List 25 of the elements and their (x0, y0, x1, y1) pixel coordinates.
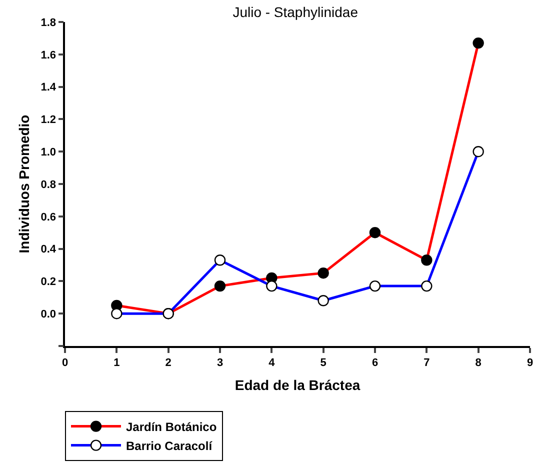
y-tick-label: 0.2 (40, 276, 56, 288)
x-tick-label: 9 (526, 356, 534, 369)
y-tick-label: 0.0 (40, 308, 56, 320)
x-tick-label: 8 (475, 356, 482, 369)
legend-label: Barrio Caracolí (126, 438, 213, 453)
x-axis-title: Edad de la Bráctea (234, 376, 360, 393)
y-tick-label: 1.0 (40, 146, 56, 158)
x-tick-label: 2 (165, 356, 172, 369)
y-tick-label: 0.8 (40, 178, 56, 191)
legend-label: Jardín Botánico (126, 420, 217, 434)
y-tick-label: 1.6 (40, 49, 56, 62)
y-tick-label: 0.4 (40, 244, 57, 256)
x-tick-label: 0 (62, 356, 68, 369)
x-tick-label: 5 (320, 356, 326, 369)
chart-title: Julio - Staphylinidae (232, 4, 358, 20)
y-tick-label: 0.6 (40, 211, 56, 224)
y-tick-label: 1.2 (40, 114, 56, 126)
x-tick-label: 3 (216, 356, 224, 369)
y-axis-title: Individuos Promedio (16, 114, 32, 254)
x-tick-label: 4 (268, 356, 276, 369)
x-tick-label: 6 (372, 356, 378, 369)
x-tick-label: 7 (424, 356, 430, 369)
x-tick-label: 1 (114, 356, 120, 369)
y-tick-label: 1.8 (40, 16, 56, 29)
y-tick-label: 1.4 (40, 82, 57, 94)
